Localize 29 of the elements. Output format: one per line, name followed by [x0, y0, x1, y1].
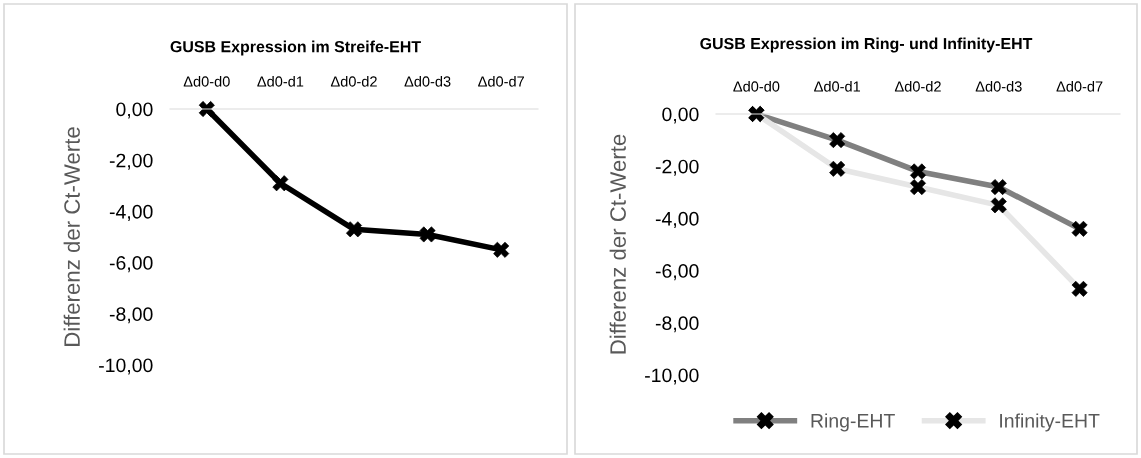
x-tick-label: Δd0-d3	[975, 80, 1022, 92]
y-tick-label: -8,00	[655, 316, 699, 333]
x-tick-label: Δd0-d1	[257, 75, 304, 87]
y-tick-label: -10,00	[645, 368, 699, 385]
x-tick-label: Δd0-d7	[478, 75, 524, 87]
y-tick-label: -6,00	[655, 264, 699, 281]
legend-label: Ring-EHT	[811, 413, 895, 432]
y-tick-label: 0,00	[662, 107, 699, 124]
y-tick-label: 0,00	[116, 102, 153, 119]
y-tick-label: -2,00	[109, 153, 153, 170]
y-tick-label: -2,00	[655, 159, 699, 176]
x-tick-label: Δd0-d3	[404, 75, 451, 87]
y-tick-label: -8,00	[109, 307, 153, 324]
y-tick-label: -6,00	[109, 256, 153, 273]
y-tick-label: -10,00	[99, 358, 153, 375]
y-tick-label: -4,00	[109, 204, 153, 221]
x-tick-label: Δd0-d2	[330, 75, 377, 87]
legend-label: Infinity-EHT	[1000, 413, 1100, 432]
chart-title: GUSB Expression im Ring- und Infinity-EHT	[700, 37, 1033, 53]
x-tick-label: Δd0-d0	[733, 80, 780, 92]
y-axis-title: Differenz der Ct-Werte	[609, 134, 626, 354]
y-tick-label: -4,00	[655, 211, 699, 228]
x-tick-label: Δd0-d0	[183, 75, 230, 87]
point	[346, 221, 362, 238]
x-tick-label: Δd0-d1	[814, 80, 861, 92]
y-axis-title: Differenz der Ct-Werte	[63, 127, 80, 346]
chart-title: GUSB Expression im Streife-EHT	[170, 40, 421, 56]
x-tick-label: Δd0-d7	[1056, 80, 1103, 92]
x-tick-label: Δd0-d2	[894, 80, 941, 92]
